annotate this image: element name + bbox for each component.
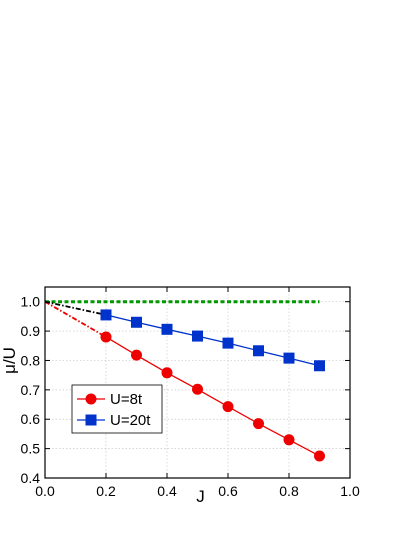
y-tick-label: 1.0 — [21, 294, 41, 310]
data-point-square — [131, 316, 142, 328]
x-tick-label: 0.6 — [218, 483, 238, 499]
plot-frame — [44, 286, 351, 479]
data-point-square — [283, 352, 295, 364]
data-point-circle — [131, 349, 142, 361]
data-point-circle — [314, 450, 325, 462]
x-tick-label: 0.0 — [35, 483, 55, 499]
data-point-square — [192, 330, 203, 342]
y-tick-label: 0.4 — [21, 470, 41, 486]
y-tick-label: 0.7 — [21, 382, 41, 398]
data-point-circle — [192, 383, 203, 395]
data-point-square — [253, 345, 264, 357]
legend-label: U=20t — [110, 412, 151, 429]
y-tick-label: 0.6 — [21, 411, 41, 427]
series-line — [105, 336, 320, 457]
extrapolation-line — [44, 300, 107, 316]
y-axis-label: μ/U — [0, 347, 19, 374]
extrapolation-line — [44, 300, 107, 338]
data-point-square — [100, 309, 112, 321]
data-markers — [100, 309, 325, 462]
ticks: 0.0 0.2 0.4 0.6 0.8 1.0 0.4 0.5 0.6 0.7 0.8 0.9 1.0 — [21, 287, 360, 499]
data-point-circle — [161, 367, 173, 379]
x-axis-label: J — [196, 487, 205, 506]
y-tick-label: 0.9 — [21, 323, 41, 339]
data-point-circle — [283, 434, 295, 446]
legend-marker-circle — [85, 393, 97, 405]
x-tick-label: 0.2 — [96, 483, 116, 499]
x-tick-label: 0.8 — [279, 483, 299, 499]
x-tick-label: 0.4 — [157, 483, 177, 499]
data-point-square — [161, 323, 173, 335]
x-tick-label: 1.0 — [340, 483, 360, 499]
legend-marker-square — [85, 414, 97, 426]
data-point-square — [314, 360, 325, 372]
data-point-circle — [253, 418, 264, 430]
y-tick-label: 0.8 — [21, 352, 41, 368]
y-tick-label: 0.5 — [21, 441, 41, 457]
data-point-square — [222, 337, 234, 349]
legend-label: U=8t — [110, 391, 143, 408]
grid — [44, 287, 351, 479]
legend: U=8t U=20t — [71, 384, 163, 434]
data-point-circle — [222, 401, 234, 413]
data-point-circle — [100, 331, 112, 343]
